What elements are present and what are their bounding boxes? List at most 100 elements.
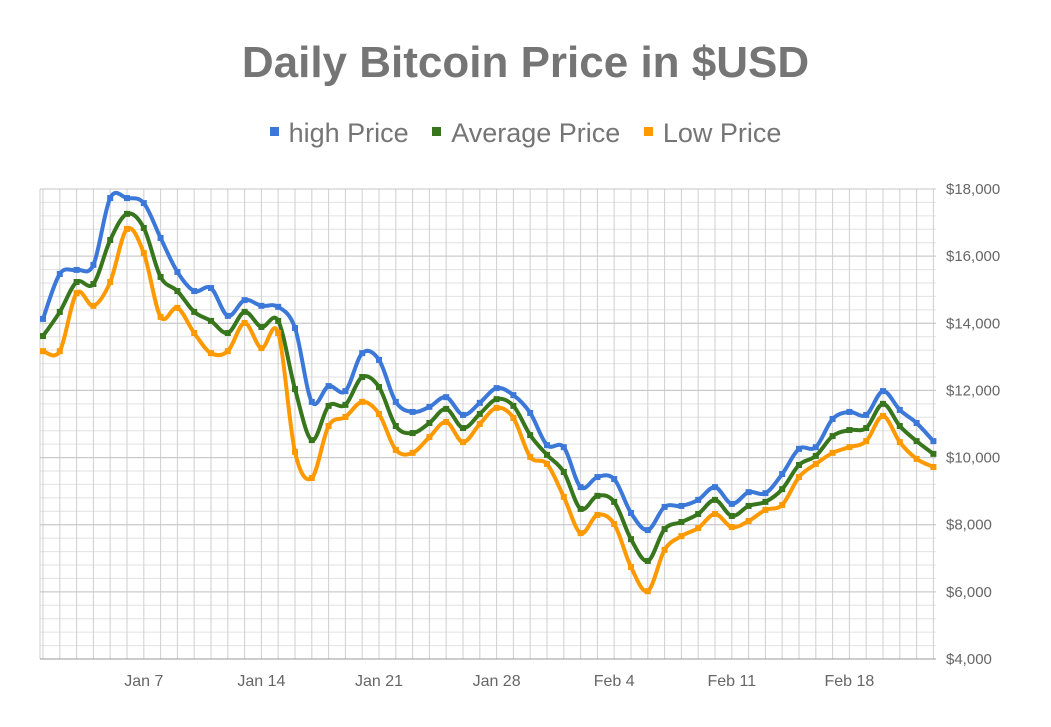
data-point-average bbox=[73, 278, 80, 285]
data-point-average bbox=[880, 400, 886, 407]
x-tick-label: Jan 28 bbox=[473, 673, 521, 690]
data-point-average bbox=[644, 557, 651, 564]
data-point-low bbox=[342, 413, 349, 420]
data-point-low bbox=[880, 412, 886, 419]
data-point-average bbox=[191, 308, 198, 315]
legend-swatch-average bbox=[432, 127, 442, 137]
data-point-high bbox=[510, 392, 517, 399]
data-point-average bbox=[779, 486, 786, 493]
data-point-low bbox=[896, 439, 903, 446]
y-tick-label: $4,000 bbox=[946, 651, 992, 668]
data-point-low bbox=[644, 588, 651, 595]
x-tick-label: Jan 7 bbox=[124, 673, 163, 690]
x-tick-label: Jan 21 bbox=[355, 673, 403, 690]
y-tick-label: $16,000 bbox=[946, 248, 1000, 265]
data-point-high bbox=[527, 409, 534, 416]
data-point-average bbox=[409, 430, 416, 437]
legend-item-high[interactable]: high Price bbox=[269, 118, 409, 149]
data-point-average bbox=[510, 402, 517, 409]
data-point-high bbox=[712, 484, 718, 491]
legend-label-average: Average Price bbox=[451, 118, 621, 148]
data-point-low bbox=[224, 348, 231, 355]
data-point-low bbox=[493, 404, 500, 411]
data-point-low bbox=[913, 455, 920, 462]
data-point-average bbox=[913, 438, 920, 445]
data-point-high bbox=[829, 415, 836, 422]
data-point-high bbox=[611, 476, 618, 483]
data-point-average bbox=[577, 505, 584, 512]
data-point-average bbox=[594, 492, 601, 499]
legend: high Price Average Price Low Price bbox=[0, 118, 1051, 149]
data-point-low bbox=[409, 449, 416, 456]
data-point-high bbox=[628, 509, 634, 516]
data-point-high bbox=[224, 312, 231, 319]
data-point-average bbox=[376, 384, 382, 391]
data-point-high bbox=[124, 195, 130, 202]
data-point-high bbox=[56, 270, 63, 277]
data-point-low bbox=[712, 510, 718, 517]
data-point-high bbox=[796, 445, 802, 452]
data-point-average bbox=[930, 450, 937, 457]
x-tick-label: Feb 11 bbox=[707, 673, 756, 690]
legend-swatch-high bbox=[269, 127, 279, 137]
data-point-average bbox=[611, 498, 618, 505]
data-point-high bbox=[157, 235, 164, 242]
data-point-high bbox=[846, 408, 853, 415]
data-point-high bbox=[930, 438, 937, 445]
data-point-low bbox=[443, 418, 450, 425]
data-point-high bbox=[325, 383, 332, 390]
data-point-high bbox=[90, 261, 97, 268]
data-point-average bbox=[443, 405, 450, 412]
data-point-average bbox=[359, 374, 366, 380]
data-point-average bbox=[342, 401, 349, 408]
data-point-average bbox=[846, 427, 853, 434]
data-point-high bbox=[258, 302, 265, 309]
data-point-low bbox=[40, 348, 46, 355]
data-point-high bbox=[308, 398, 315, 405]
data-point-average bbox=[325, 402, 332, 409]
data-point-high bbox=[241, 297, 248, 304]
x-tick-label: Feb 18 bbox=[824, 673, 874, 690]
data-point-high bbox=[863, 411, 870, 418]
data-point-low bbox=[661, 546, 668, 553]
data-point-average bbox=[241, 308, 248, 315]
chart-title: Daily Bitcoin Price in $USD bbox=[241, 38, 810, 87]
data-point-low bbox=[241, 319, 248, 326]
data-point-low bbox=[527, 453, 534, 460]
legend-item-low[interactable]: Low Price bbox=[643, 118, 781, 149]
data-point-low bbox=[560, 493, 567, 500]
data-point-low bbox=[73, 290, 80, 297]
legend-label-high: high Price bbox=[288, 118, 409, 148]
data-point-average bbox=[527, 432, 534, 439]
x-tick-label: Feb 4 bbox=[594, 673, 635, 690]
data-point-low bbox=[56, 348, 63, 355]
data-point-average bbox=[678, 519, 685, 526]
data-point-average bbox=[460, 425, 466, 432]
data-point-low bbox=[140, 250, 147, 257]
data-point-high bbox=[107, 195, 114, 202]
y-tick-label: $8,000 bbox=[946, 517, 992, 534]
data-point-high bbox=[762, 490, 769, 497]
data-point-low bbox=[695, 525, 702, 532]
legend-item-average[interactable]: Average Price bbox=[432, 118, 620, 149]
data-point-low bbox=[174, 304, 181, 311]
x-tick-label: Jan 14 bbox=[237, 673, 285, 690]
data-point-high bbox=[880, 388, 886, 395]
data-point-low bbox=[325, 423, 332, 430]
data-point-average bbox=[796, 461, 802, 468]
data-point-low bbox=[829, 449, 836, 456]
data-point-low bbox=[510, 414, 517, 421]
data-point-high bbox=[292, 324, 298, 331]
data-point-high bbox=[695, 496, 702, 503]
data-point-low bbox=[628, 564, 634, 571]
data-point-average bbox=[40, 333, 46, 340]
data-point-average bbox=[712, 496, 718, 503]
data-point-low bbox=[107, 278, 114, 285]
data-point-low bbox=[426, 434, 433, 441]
data-point-high bbox=[174, 268, 181, 275]
data-point-average bbox=[661, 526, 668, 533]
data-point-low bbox=[863, 438, 870, 445]
data-point-high bbox=[40, 315, 46, 322]
data-point-high bbox=[460, 411, 466, 418]
